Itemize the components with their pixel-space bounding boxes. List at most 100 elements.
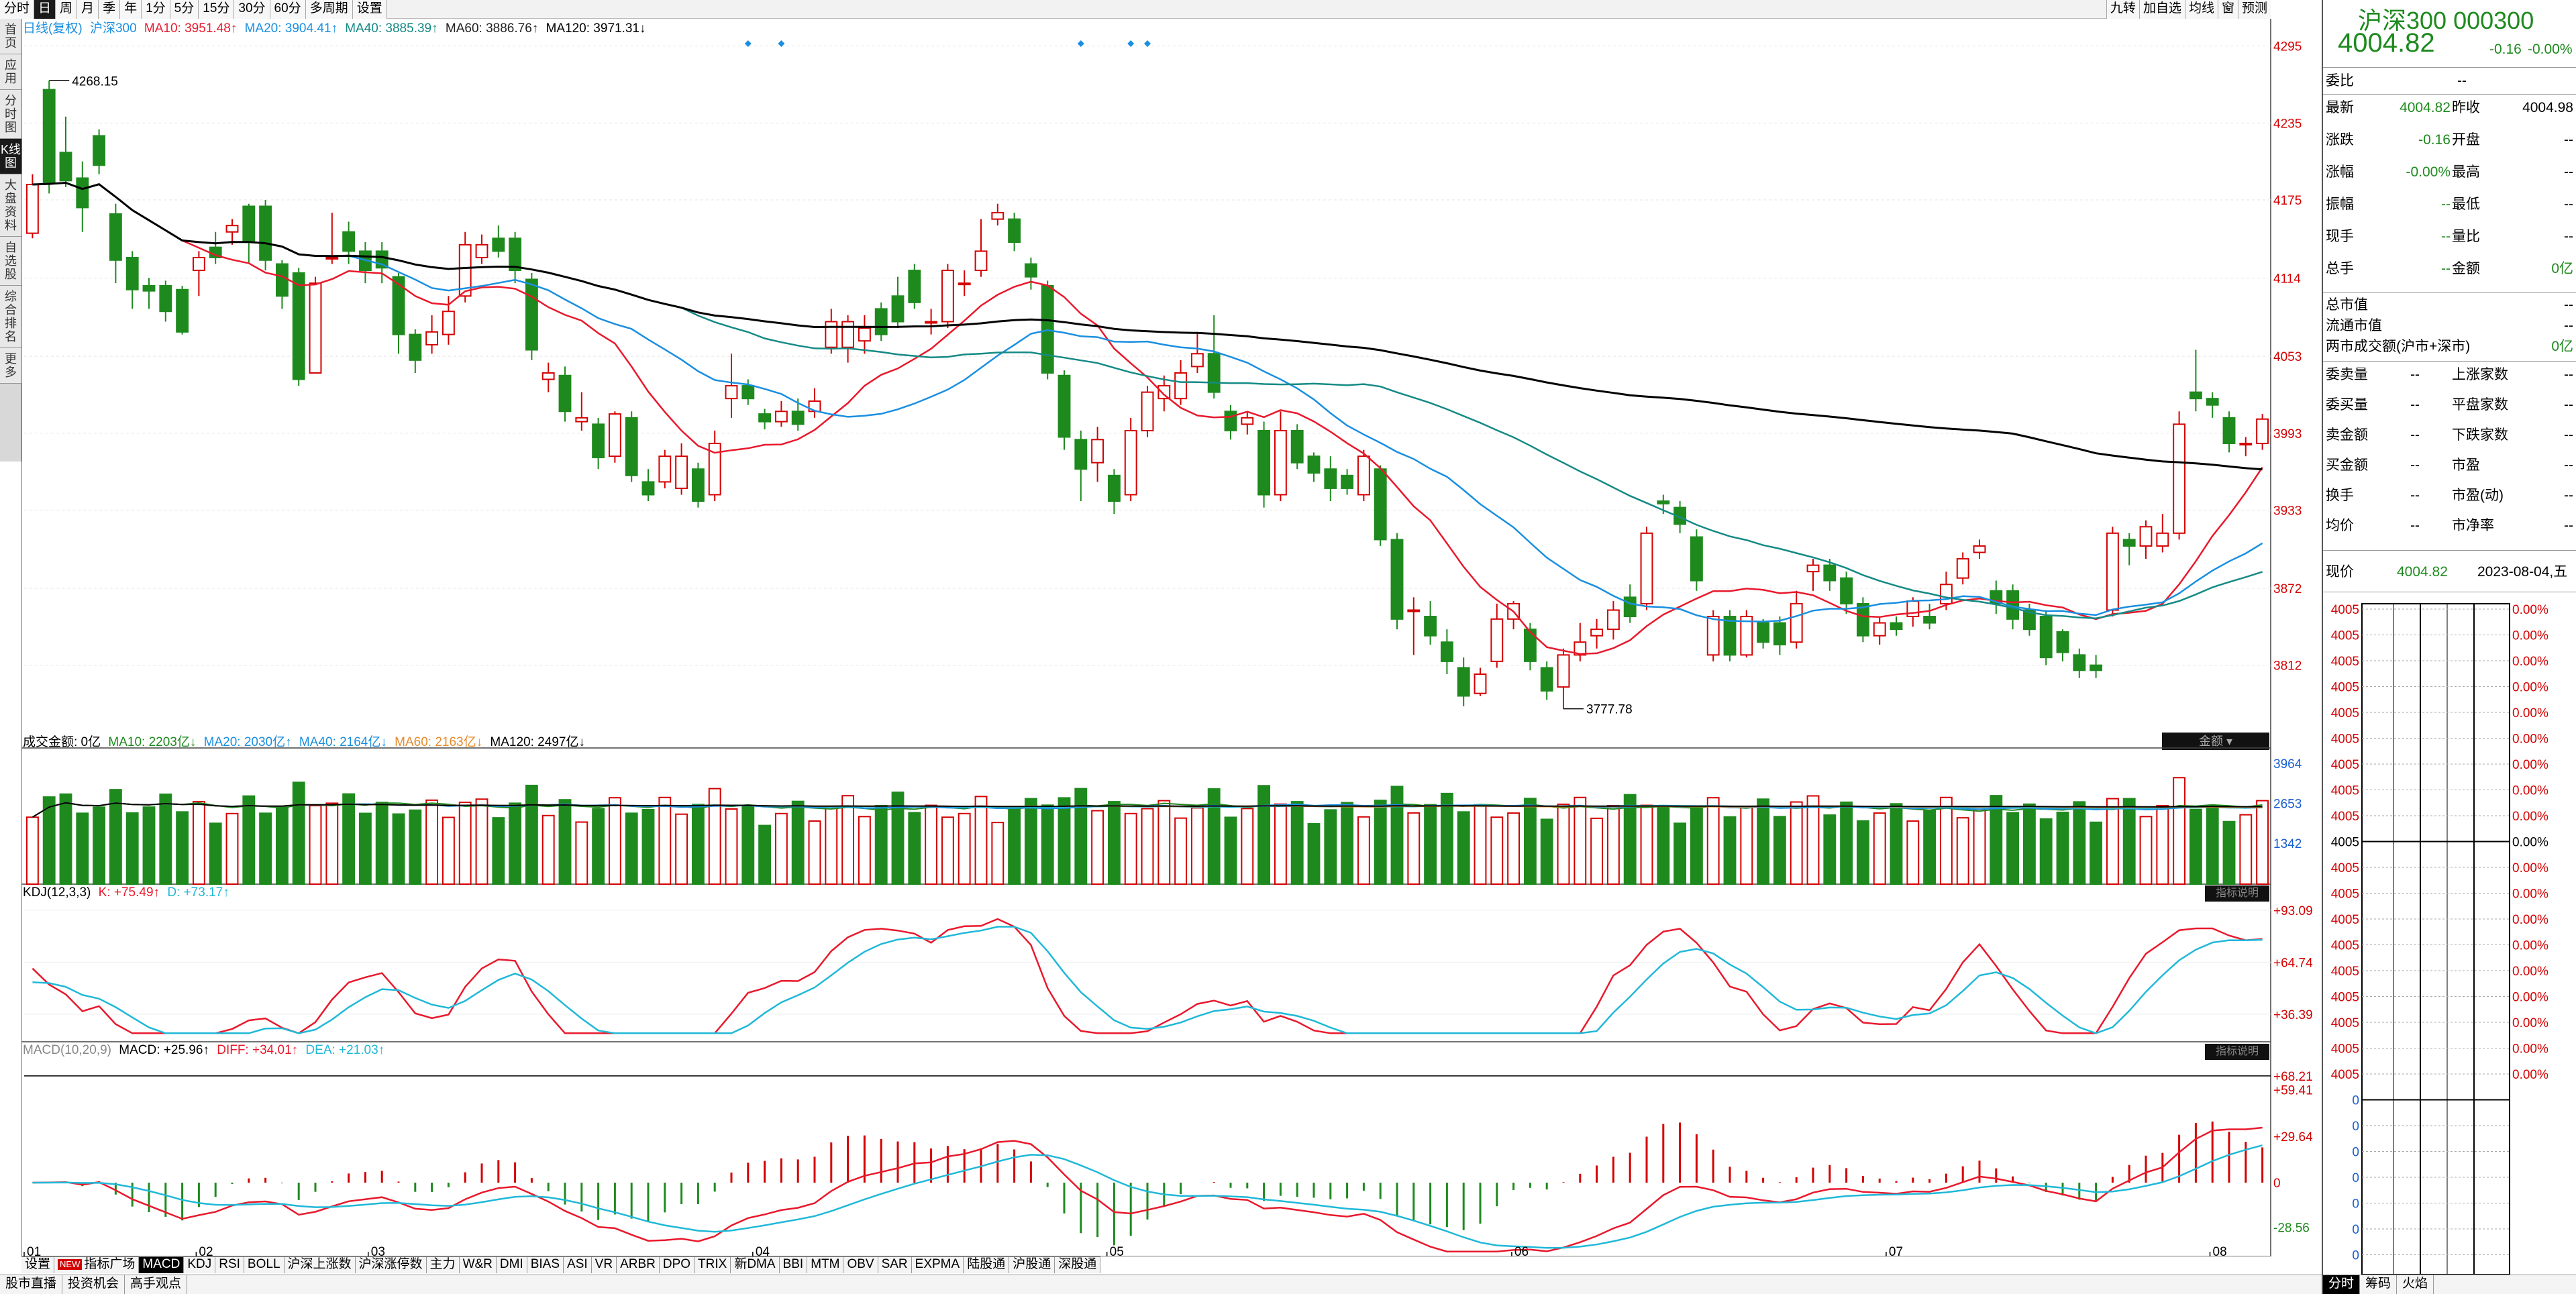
indicator-tab[interactable]: ARBR (617, 1257, 660, 1273)
event-marker[interactable] (744, 40, 752, 47)
chart-tool-button[interactable]: 预测 (2237, 0, 2271, 19)
event-marker[interactable] (1127, 40, 1135, 47)
sidebar-tab[interactable]: 分时图 (0, 90, 21, 139)
chart-tool-button[interactable]: 加自选 (2139, 0, 2185, 19)
indicator-tab[interactable]: EXPMA (911, 1257, 964, 1273)
ma10-line (32, 182, 2263, 655)
quote-label: 振幅 (2326, 197, 2354, 212)
bottom-tab[interactable]: 股市直播 (0, 1275, 63, 1294)
volume-bar (1074, 788, 1088, 885)
period-tab[interactable]: 15分 (199, 0, 235, 19)
candle-body (791, 411, 805, 425)
indicator-tab[interactable]: ASI (564, 1257, 592, 1273)
indicator-tab[interactable]: VR (591, 1257, 617, 1273)
period-tab[interactable]: 季 (99, 0, 121, 19)
chart-mode[interactable]: 日线(复权) (23, 21, 83, 36)
indicator-tab[interactable]: DPO (659, 1257, 695, 1273)
period-tab[interactable]: 设置 (352, 0, 387, 19)
indicator-tab[interactable]: MACD (139, 1257, 185, 1273)
sidebar-tab[interactable]: 首页 (0, 19, 21, 54)
kdj-k-line (32, 918, 2263, 1034)
indicator-tab[interactable]: 沪深上涨数 (284, 1257, 356, 1273)
indicator-tab[interactable]: 沪深涨停数 (355, 1257, 427, 1273)
volume-mode-button[interactable]: 金额 ▾ (2162, 733, 2269, 750)
chart-canvas[interactable]: 4295 4235 4175 4114 4053 3993 3933 3872 3812 4268… (21, 19, 2322, 1256)
sidebar-tab[interactable]: 自选股 (0, 237, 21, 286)
mini-pct-label: 0.00% (2512, 733, 2548, 747)
period-tab[interactable]: 1分 (142, 0, 170, 19)
candle-body (675, 455, 688, 489)
volume-bar (1856, 820, 1869, 885)
volume-bar (1357, 816, 1370, 885)
indicator-tab[interactable]: BIAS (527, 1257, 564, 1273)
indicator-tab[interactable]: 主力 (426, 1257, 460, 1273)
indicator-tab[interactable]: NEW 指标广场 (54, 1257, 140, 1273)
volume-bar (142, 806, 156, 885)
period-tab[interactable]: 多周期 (305, 0, 353, 19)
candle-body (1706, 616, 1720, 656)
period-tab[interactable]: 日 (34, 0, 56, 19)
period-tab[interactable]: 年 (120, 0, 142, 19)
sidebar-tab[interactable]: 应用 (0, 54, 21, 90)
sidebar-tab[interactable]: K线图 (0, 139, 21, 174)
volume-bar (2139, 816, 2153, 885)
sidebar-tab[interactable]: 综合排名 (0, 286, 21, 348)
indicator-tab[interactable]: 新DMA (731, 1257, 780, 1273)
kdj-legend: KDJ(12,3,3) K: +75.49↑ D: +73.17↑ (23, 885, 229, 900)
period-tab[interactable]: 周 (56, 0, 78, 19)
indicator-tab[interactable]: KDJ (184, 1257, 216, 1273)
chart-tool-button[interactable]: 九转 (2106, 0, 2139, 19)
indicator-tab[interactable]: BOLL (244, 1257, 285, 1273)
indicator-tab[interactable]: 深股通 (1055, 1257, 1101, 1273)
quote-value: -- (2564, 132, 2573, 148)
indicator-tab[interactable]: RSI (215, 1257, 244, 1273)
candle-body (1474, 673, 1487, 694)
volume-bar (791, 800, 805, 885)
chart-tool-button[interactable]: 均线 (2184, 0, 2218, 19)
indicator-tab[interactable]: MTM (807, 1257, 844, 1273)
volume-bar (1990, 795, 2003, 885)
volume-bar (1490, 816, 1504, 885)
period-tab[interactable]: 月 (77, 0, 99, 19)
panel-bottom-tab[interactable]: 分时 (2323, 1275, 2361, 1294)
event-marker[interactable] (1144, 40, 1151, 47)
candle-body (1956, 558, 1969, 579)
indicator-tab[interactable]: TRIX (694, 1257, 731, 1273)
macd-help-button[interactable]: 指标说明 (2205, 1044, 2269, 1060)
candle-body (1840, 577, 1853, 604)
bottom-tab[interactable]: 投资机会 (62, 1275, 125, 1294)
mini-price-label: 4005 (2331, 887, 2359, 902)
period-tabs: 分时日周月季年 1分 5分 15分 30分 60分 多周期 设置 (0, 0, 387, 19)
candle-body (958, 282, 971, 286)
chart-tool-button[interactable]: 窗 (2217, 0, 2238, 19)
event-marker[interactable] (1077, 40, 1084, 47)
panel-bottom-tab[interactable]: 筹码 (2360, 1275, 2398, 1294)
indicator-tab[interactable]: 设置 (21, 1257, 55, 1273)
indicator-tab[interactable]: 陆股通 (964, 1257, 1010, 1273)
indicator-tab[interactable]: DMI (496, 1257, 527, 1273)
volume-bar (1190, 807, 1204, 885)
period-tab[interactable]: 60分 (270, 0, 306, 19)
kdj-help-button[interactable]: 指标说明 (2205, 885, 2269, 902)
indicator-tab-label: 沪深上涨数 (287, 1257, 352, 1271)
sidebar-tab[interactable]: 更多 (0, 348, 21, 384)
breadth-value: -- (2564, 457, 2573, 473)
indicator-tab[interactable]: OBV (843, 1257, 878, 1273)
volume-axis-label: 2653 (2273, 798, 2302, 812)
candle-body (475, 244, 488, 258)
sidebar-tab[interactable]: 大盘资料 (0, 174, 21, 237)
indicator-tab[interactable]: SAR (878, 1257, 912, 1273)
candle-body (1390, 539, 1404, 620)
period-tab[interactable]: 分时 (0, 0, 35, 19)
bottom-tab[interactable]: 高手观点 (125, 1275, 188, 1294)
period-tab[interactable]: 30分 (234, 0, 270, 19)
indicator-tab[interactable]: BBI (779, 1257, 808, 1273)
panel-bottom-tab[interactable]: 火焰 (2397, 1275, 2434, 1294)
indicator-tab[interactable]: W&R (459, 1257, 497, 1273)
volume-axis-label: 3964 (2273, 757, 2302, 771)
indicator-tab-label: 新DMA (734, 1257, 776, 1271)
candle-body (275, 263, 289, 297)
event-marker[interactable] (778, 40, 785, 47)
period-tab[interactable]: 5分 (170, 0, 199, 19)
indicator-tab[interactable]: 沪股通 (1009, 1257, 1055, 1273)
